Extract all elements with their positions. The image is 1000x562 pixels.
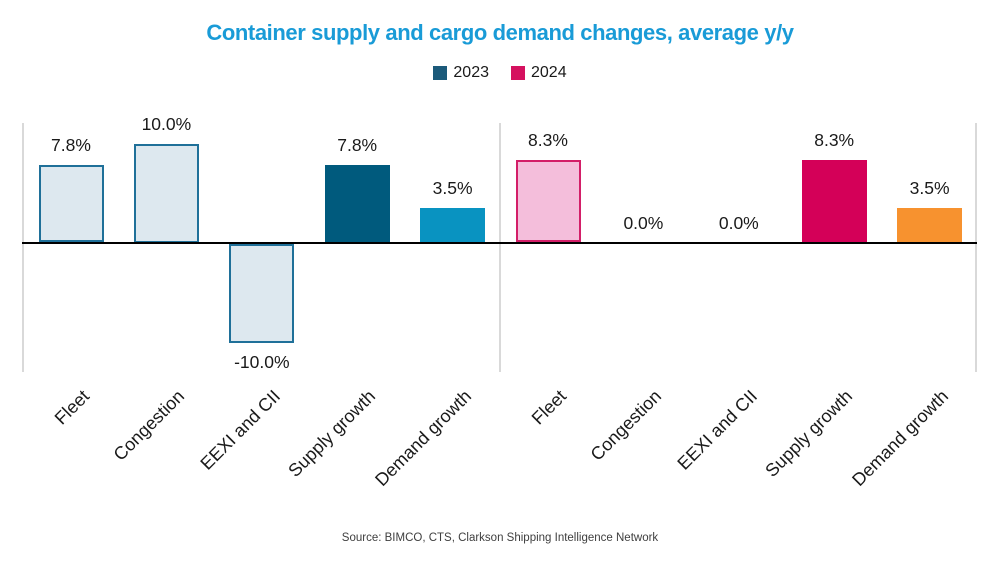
- data-label-2023-fleet: 7.8%: [51, 135, 91, 156]
- category-label-2023-demand-growth: Demand growth: [370, 386, 475, 490]
- bar-2024-supply-growth: [801, 160, 867, 243]
- category-label-2024-fleet: Fleet: [527, 386, 571, 429]
- data-label-2024-supply-growth: 8.3%: [814, 130, 855, 151]
- source-note: Source: BIMCO, CTS, Clarkson Shipping In…: [341, 532, 659, 544]
- category-label-2024-supply-growth: Supply growth: [761, 386, 857, 481]
- legend-item-2023: 2023: [433, 64, 489, 82]
- legend-swatch-2024: [511, 66, 525, 80]
- category-label-2024-demand-growth: Demand growth: [847, 386, 952, 490]
- bar-2023-fleet: [38, 165, 104, 243]
- category-label-2023-fleet: Fleet: [50, 386, 94, 429]
- plot-divider-middle: [499, 123, 501, 372]
- data-label-2024-congestion: 0.0%: [623, 212, 664, 233]
- bar-2023-eexi-and-cii: [229, 243, 295, 343]
- category-label-2023-congestion: Congestion: [110, 386, 189, 465]
- plot-border-left: [22, 123, 24, 372]
- bar-2024-fleet: [515, 160, 581, 243]
- legend-label-2023: 2023: [453, 64, 489, 81]
- bar-2023-supply-growth: [324, 165, 390, 243]
- data-label-2023-supply-growth: 7.8%: [337, 135, 378, 156]
- bar-2024-demand-growth: [897, 207, 963, 243]
- data-label-2023-congestion: 10.0%: [141, 113, 192, 134]
- data-label-2024-fleet: 8.3%: [528, 130, 568, 151]
- data-label-2024-eexi-and-cii: 0.0%: [718, 212, 759, 233]
- category-label-2023-eexi-and-cii: EEXI and CII: [196, 386, 284, 474]
- bar-2023-demand-growth: [420, 207, 486, 243]
- category-label-2023-supply-growth: Supply growth: [284, 386, 380, 481]
- bar-2023-congestion: [133, 143, 199, 243]
- category-label-2024-congestion: Congestion: [586, 386, 666, 465]
- category-label-2024-eexi-and-cii: EEXI and CII: [673, 386, 761, 474]
- plot-area: 7.8% 10.0% -10.0% 7.8% 3.5% 8.3% 0.0% 0.0% 8.3% 3…: [22, 114, 977, 372]
- legend-label-2024: 2024: [531, 64, 567, 81]
- data-label-2023-eexi-and-cii: -10.0%: [234, 351, 290, 372]
- data-label-2024-demand-growth: 3.5%: [909, 177, 950, 198]
- legend: 2023 2024: [0, 64, 1000, 82]
- data-label-2023-demand-growth: 3.5%: [432, 177, 473, 198]
- legend-swatch-2023: [433, 66, 448, 80]
- legend-item-2024: 2024: [511, 64, 567, 82]
- plot-border-right: [975, 123, 977, 372]
- zero-axis-line: [22, 241, 977, 244]
- chart-title: Container supply and cargo demand change…: [206, 20, 794, 45]
